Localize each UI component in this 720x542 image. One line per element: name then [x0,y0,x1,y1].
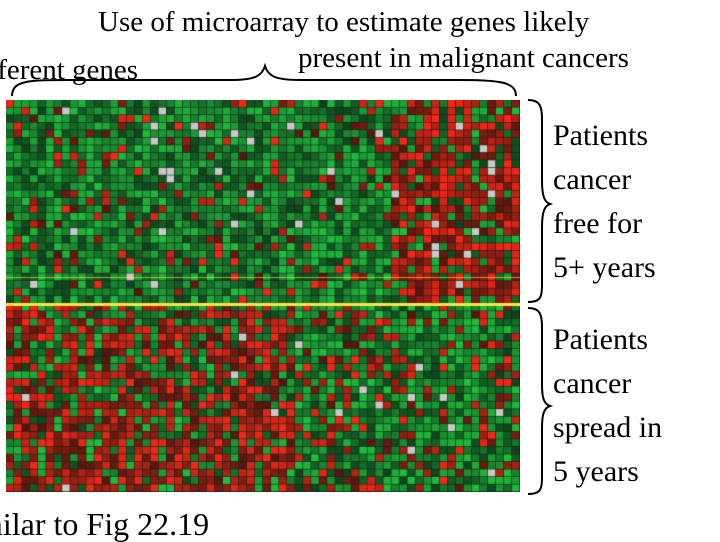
group2-line: cancer [553,367,632,400]
group1-line: 5+ years [553,251,656,284]
group1-line: Patients [553,119,648,152]
group-label-cancer-free: Patients cancer free for 5+ years [553,114,656,290]
slide-title-line-2: present in malignant cancers [298,42,629,74]
slide-title-line-1: Use of microarray to estimate genes like… [98,6,590,38]
group1-brace [527,99,554,303]
group2-line: 5 years [553,455,639,488]
microarray-heatmap [6,100,520,492]
group2-brace [527,307,554,495]
slide-footer: milar to Fig 22.19 [0,506,210,542]
group-label-cancer-spread: Patients cancer spread in 5 years [553,318,662,494]
group2-line: spread in [553,411,663,444]
group1-line: free for [553,207,643,240]
genes-axis-label: ifferent genes [0,54,139,86]
group1-line: cancer [553,163,632,196]
group2-line: Patients [553,323,648,356]
